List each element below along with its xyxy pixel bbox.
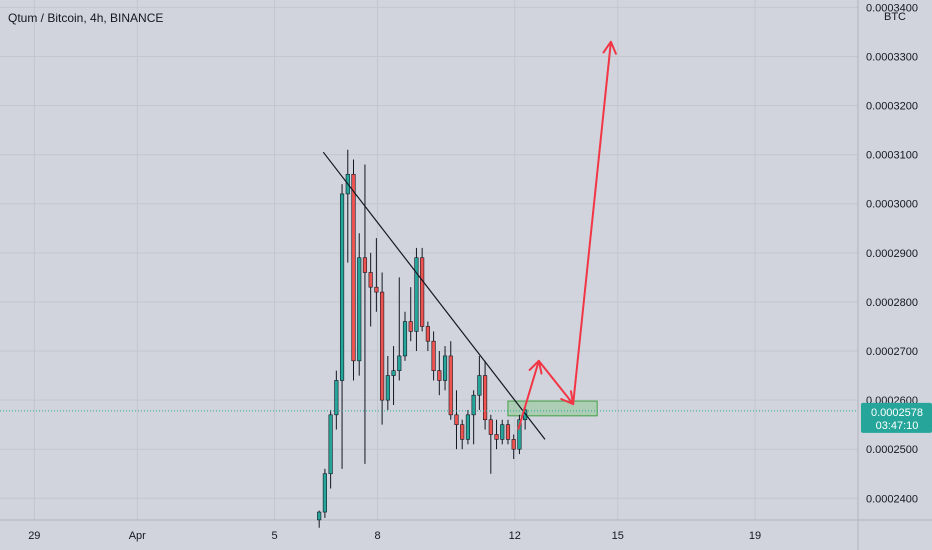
price-tick-label: 0.0003200 [866,101,918,113]
price-tick-label: 0.0003000 [866,199,918,211]
trendline [322,151,546,440]
candle-body [351,173,356,362]
chart-title: Qtum / Bitcoin, 4h, BINANCE [8,11,163,25]
time-tick-label: 29 [28,530,40,542]
candle-body [483,375,488,421]
candle-body [408,321,413,332]
candle-body [385,375,390,401]
candle-body [505,424,511,440]
price-axis: 0.00024000.00025000.00026000.00027000.00… [866,2,918,505]
trendline-line [322,151,546,440]
price-tick-label: 0.0003400 [866,2,918,14]
candle-body [339,193,345,381]
support-zone [507,400,598,417]
arrow-head [528,359,543,375]
candle-body [425,326,430,342]
price-tick-label: 0.0002400 [866,493,918,505]
price-tick-label: 0.0002700 [866,346,918,358]
candle-body [357,257,362,362]
candle-body [517,419,522,450]
price-tag-box [861,402,932,433]
time-tick-label: 12 [509,530,521,542]
candle-body [368,272,373,288]
candle-body [511,439,516,450]
candle-body [465,414,470,440]
price-tick-label: 0.0002500 [866,444,918,456]
projection-arrow [517,40,617,430]
arrow-head [560,390,575,406]
candle-body [380,291,385,401]
candle-body [317,511,322,521]
candle-body [362,257,368,273]
candle-body [454,414,459,425]
candle-body [437,370,442,381]
price-tick-label: 0.0003100 [866,150,918,162]
time-tick-label: 15 [612,530,624,542]
time-tick-label: Apr [129,530,146,542]
candle-body [328,414,333,475]
time-tick-label: 8 [374,530,380,542]
time-tick-label: 5 [271,530,277,542]
candle-body [402,321,408,357]
candle-body [448,355,453,416]
candle-body [460,424,465,440]
price-tick-label: 0.0002900 [866,248,918,260]
candle-body [397,355,402,371]
support-zone-rect [507,400,598,417]
candle-body [488,419,493,435]
candle-body [334,380,339,416]
candle-body [391,370,396,376]
candle-body [420,257,425,327]
price-tick-label: 0.0003300 [866,51,918,63]
time-tick-label: 19 [749,530,761,542]
candle-body [500,424,505,440]
candle-body [442,355,448,381]
candle-body [477,375,482,396]
current-price-tag: 0.0002578 03:47:10 [861,402,932,433]
arrow-head [602,40,617,55]
candle-body [471,394,476,416]
candle-body [431,340,436,371]
time-axis: 29 Apr 5 8 12 15 19 [28,530,761,542]
grid [0,0,858,520]
current-price: 0.0002578 [871,407,923,419]
bar-countdown: 03:47:10 [876,420,919,432]
candle-body [414,257,419,332]
price-tick-label: 0.0002800 [866,297,918,309]
currency-label: BTC [884,11,906,23]
candle-body [322,473,327,513]
candle-body [494,434,499,440]
candle-body [374,286,379,293]
arrow-path [517,41,612,430]
